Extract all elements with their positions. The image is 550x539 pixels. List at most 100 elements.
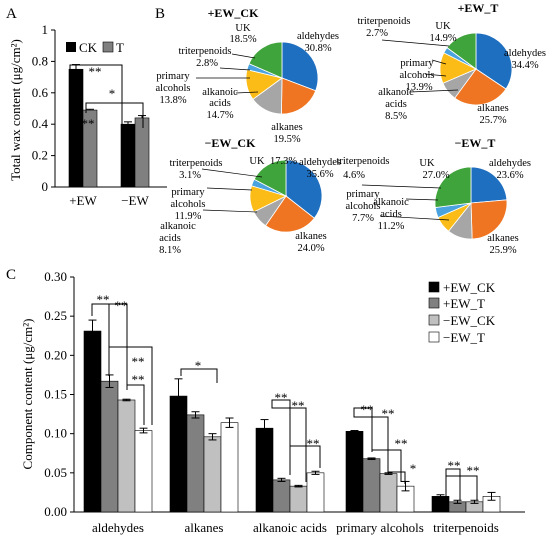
bracket xyxy=(445,468,461,500)
panel-c-sig-labels: ** ** ** ** * ** ** ** ** ** ** * ** ** xyxy=(97,292,480,478)
x-tick-label: triterpenoids xyxy=(433,520,499,535)
bar xyxy=(272,479,291,513)
pie-label-primary-alcohols-2: alcohols xyxy=(346,201,381,212)
pie-title: −EW_CK xyxy=(205,136,257,150)
pie-label-aldehydes: aldehydes xyxy=(489,158,531,169)
legend-swatch-plus-ew-ck xyxy=(428,281,440,293)
pie-slice-UK xyxy=(434,166,472,208)
pie-label-triterpenoids: triterpenoids xyxy=(336,156,389,167)
pie-pct-triterpenoids: 2.7% xyxy=(366,28,388,39)
pie-pct-alkanoic-acids: 14.7% xyxy=(206,110,233,121)
pie-label-triterpenoids: triterpenoids xyxy=(169,158,222,169)
pie-title: +EW_T xyxy=(458,1,499,15)
x-tick-label: alkanes xyxy=(185,520,224,535)
bar xyxy=(186,414,205,513)
legend-swatch-plus-ew-t xyxy=(428,297,440,309)
pie-label-aldehydes: aldehydes xyxy=(297,31,339,42)
pie-label-primary-alcohols-1: primary xyxy=(400,58,434,69)
bar xyxy=(134,117,150,188)
panel-a-axes: 0 0.2 0.4 0.6 0.8 1 +EW −EW xyxy=(32,22,167,208)
pie-pct-aldehydes: 34.4% xyxy=(511,60,538,71)
sig-c: ** xyxy=(132,372,145,387)
pie-label-aldehydes: aldehydes xyxy=(504,48,546,59)
panel-a-significance xyxy=(69,64,144,131)
bar xyxy=(431,496,450,513)
bar xyxy=(203,436,222,513)
y-tick-label: 0.10 xyxy=(44,426,67,441)
pie-label-uk: UK xyxy=(249,156,265,167)
panel-c: C Component content (μg/cm²) 0.00 0.05 0.1… xyxy=(6,267,525,535)
pie-pct-alkanes: 24.0% xyxy=(297,243,324,254)
pie-slice-aldehydes xyxy=(470,166,508,204)
pie-slice-alkanes xyxy=(454,68,507,106)
pie-label-alkanoic-acids-1: alkanoic xyxy=(378,87,414,98)
y-tick-label: 0.25 xyxy=(44,308,67,323)
panel-a-label: A xyxy=(6,6,17,22)
x-tick-label: aldehydes xyxy=(92,520,144,535)
legend-label-plus-ew-ck: +EW_CK xyxy=(443,280,496,295)
pie-label-alkanes: alkanes xyxy=(477,103,509,114)
sig-c: ** xyxy=(395,436,408,451)
pie-pct-aldehydes: 30.8% xyxy=(304,43,331,54)
pie-pct-alkanes: 25.9% xyxy=(489,245,516,256)
sig-c: ** xyxy=(132,354,145,369)
bar xyxy=(134,430,153,513)
pie-pct-aldehydes: 35.6% xyxy=(306,169,333,180)
pie-pct-primary-alcohols: 13.9% xyxy=(405,82,432,93)
pie-pct-alkanes: 25.7% xyxy=(479,115,506,126)
pie-pct-uk: 27.0% xyxy=(422,170,449,181)
sig-c: ** xyxy=(361,402,374,417)
pie-slice-aldehydes xyxy=(285,159,323,219)
y-tick-label: 0.8 xyxy=(32,53,48,68)
x-tick-label: alkanoic acids xyxy=(253,520,327,535)
legend-label-minus-ew-t: −EW_T xyxy=(443,330,485,345)
pie-pct-alkanoic-acids: 11.2% xyxy=(378,221,405,232)
pie-pct-uk: 17.3% xyxy=(270,156,297,167)
pie-label-alkanoic-acids-2: acids xyxy=(159,233,181,244)
sig-a-1: ** xyxy=(89,64,102,79)
bar xyxy=(379,473,398,513)
x-tick-label: +EW xyxy=(69,193,97,208)
pie-label-primary-alcohols-2: alcohols xyxy=(171,199,206,210)
bracket xyxy=(180,368,218,383)
panel-c-ylabel: Component content (μg/cm²) xyxy=(20,319,35,470)
pie-label-alkanoic-acids-2: acids xyxy=(385,99,407,110)
sig-c: * xyxy=(195,358,202,373)
sig-c: ** xyxy=(467,463,480,478)
legend-swatch-ck xyxy=(66,42,76,52)
legend-swatch-minus-ew-t xyxy=(428,331,440,343)
bar xyxy=(100,380,119,513)
legend-label-plus-ew-t: +EW_T xyxy=(443,296,485,311)
pie-slice-alkanes xyxy=(281,77,317,115)
pie-pct-uk: 18.5% xyxy=(229,34,256,45)
bracket xyxy=(127,384,145,425)
bar xyxy=(289,485,308,513)
x-tick-label: −EW xyxy=(121,193,149,208)
pie-label-uk: UK xyxy=(419,158,435,169)
pie-label-primary-alcohols-1: primary xyxy=(156,71,190,82)
pie-label-triterpenoids: triterpenoids xyxy=(178,46,231,57)
y-tick-label: 0.30 xyxy=(44,269,67,284)
pie-minus-ew-t: −EW_T triterpenoids 4.6% UK 27.0% primar… xyxy=(336,136,531,256)
bar xyxy=(220,422,239,513)
y-tick-label: 0.6 xyxy=(32,85,49,100)
legend-label-minus-ew-ck: −EW_CK xyxy=(443,313,496,328)
bar xyxy=(362,458,381,513)
legend-swatch-t xyxy=(102,41,114,53)
pie-slice-alkanes xyxy=(265,195,315,233)
y-tick-label: 1 xyxy=(42,22,49,37)
bar xyxy=(117,399,136,513)
panel-c-label: C xyxy=(6,267,16,283)
pie-pct-alkanoic-acids: 8.5% xyxy=(385,111,407,122)
bracket xyxy=(387,470,406,484)
legend-label-ck: CK xyxy=(79,40,98,55)
sig-c: ** xyxy=(382,406,395,421)
bracket xyxy=(290,445,321,468)
pie-label-alkanes: alkanes xyxy=(295,231,327,242)
bar xyxy=(83,330,102,513)
y-tick-label: 0 xyxy=(42,179,49,194)
pie-label-alkanoic-acids-2: acids xyxy=(380,209,402,220)
pie-slices xyxy=(434,166,508,240)
pie-plus-ew-ck: +EW_CK UK 18.5% triterpenoids 2.8% prima… xyxy=(156,6,340,145)
pie-pct-alkanoic-acids: 8.1% xyxy=(159,245,181,256)
